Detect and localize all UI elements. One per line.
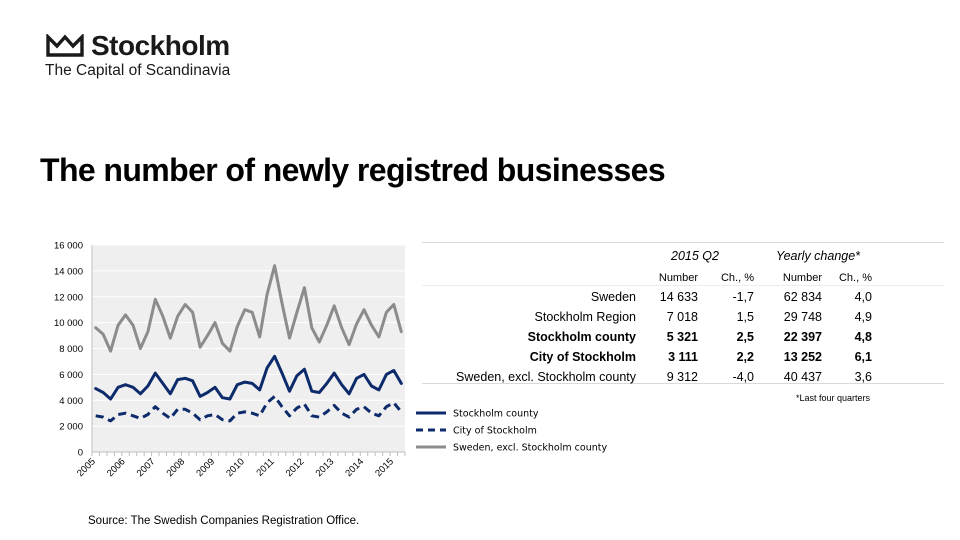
sub-header-change: Ch., % — [838, 272, 872, 284]
cell-number: 3 111 — [668, 350, 698, 364]
series-line — [95, 394, 403, 423]
cell-change: 1,5 — [736, 310, 754, 324]
cell-number: 29 748 — [783, 310, 822, 324]
series-line — [94, 264, 403, 353]
row-label: Stockholm county — [527, 330, 636, 344]
table-corner-cell — [422, 243, 636, 269]
sub-header-number: Number — [658, 272, 698, 284]
cell-change: 2,5 — [736, 330, 754, 344]
cell-number: 13 252 — [783, 350, 822, 364]
sub-header-number: Number — [782, 272, 822, 284]
legend-label: Stockholm county — [453, 409, 539, 420]
logo-tagline: The Capital of Scandinavia — [45, 62, 231, 79]
cell-number: 40 437 — [783, 370, 822, 384]
cell-change: -4,0 — [732, 370, 754, 384]
table-row: Sweden, excl. Stockholm county 9 312 -4,… — [422, 367, 882, 387]
cell-number: 62 834 — [783, 290, 822, 304]
table-row: Sweden 14 633 -1,7 62 834 4,0 — [422, 287, 882, 307]
cell-change: 3,6 — [854, 370, 872, 384]
row-label: City of Stockholm — [529, 350, 636, 364]
table-row: City of Stockholm 3 111 2,2 13 252 6,1 — [422, 347, 882, 367]
table-sub-header-row: Number Ch., % Number Ch., % — [422, 269, 882, 287]
cell-number: 9 312 — [666, 370, 698, 384]
x-tick-label: 2006 — [105, 456, 128, 479]
cell-number: 14 633 — [659, 290, 698, 304]
cell-change: 2,2 — [736, 350, 754, 364]
y-tick-label: 6 000 — [59, 370, 83, 381]
x-tick-label: 2005 — [75, 456, 98, 479]
y-tick-label: 2 000 — [59, 422, 83, 433]
crown-icon — [46, 34, 84, 57]
sub-header-change: Ch., % — [720, 272, 754, 284]
table-corner-cell — [422, 269, 636, 287]
cell-change: 4,8 — [854, 330, 872, 344]
y-tick-label: 10 000 — [54, 318, 83, 329]
group-header-2015q2: 2015 Q2 — [671, 249, 719, 263]
cell-number: 22 397 — [783, 330, 822, 344]
x-tick-label: 2014 — [343, 456, 366, 479]
row-label: Sweden, excl. Stockholm county — [456, 370, 636, 384]
page-title: The number of newly registred businesses — [40, 152, 666, 188]
cell-change: 4,9 — [854, 310, 872, 324]
table-bottom-rule — [422, 383, 944, 384]
x-tick-label: 2011 — [254, 456, 276, 478]
legend-label: Sweden, excl. Stockholm county — [453, 443, 607, 454]
x-tick-label: 2007 — [135, 456, 158, 479]
y-tick-label: 4 000 — [59, 396, 83, 407]
y-tick-label: 0 — [78, 448, 83, 459]
logo-wordmark: Stockholm — [91, 30, 230, 61]
cell-change: 4,0 — [854, 290, 872, 304]
x-tick-label: 2012 — [284, 456, 307, 479]
cell-change: -1,7 — [732, 290, 754, 304]
x-tick-label: 2010 — [224, 456, 247, 479]
cell-change: 6,1 — [854, 350, 872, 364]
x-tick-label: 2009 — [194, 456, 217, 479]
row-label: Stockholm Region — [534, 310, 636, 324]
y-tick-label: 16 000 — [54, 241, 83, 252]
group-header-yearly-change: Yearly change* — [775, 249, 861, 263]
cell-number: 5 321 — [666, 330, 698, 344]
x-tick-label: 2013 — [314, 456, 337, 479]
source-note: Source: The Swedish Companies Registrati… — [88, 515, 360, 527]
y-tick-label: 14 000 — [54, 266, 83, 277]
y-tick-label: 12 000 — [54, 292, 83, 303]
x-tick-label: 2008 — [165, 456, 188, 479]
table-row: Stockholm county 5 321 2,5 22 397 4,8 — [422, 327, 882, 347]
table-row: Stockholm Region 7 018 1,5 29 748 4,9 — [422, 307, 882, 327]
table-header-rule — [422, 285, 944, 286]
series-line — [94, 354, 403, 401]
table-group-header-row: 2015 Q2 Yearly change* — [422, 243, 882, 269]
cell-number: 7 018 — [666, 310, 698, 324]
table-footnote: *Last four quarters — [796, 393, 871, 403]
legend-label: City of Stockholm — [453, 426, 537, 437]
table-top-rule — [422, 242, 944, 243]
statistics-table: 2015 Q2 Yearly change* Number Ch., % Num… — [422, 243, 882, 387]
row-label: Sweden — [590, 290, 636, 304]
x-tick-label: 2015 — [373, 456, 396, 479]
y-tick-label: 8 000 — [59, 344, 83, 355]
